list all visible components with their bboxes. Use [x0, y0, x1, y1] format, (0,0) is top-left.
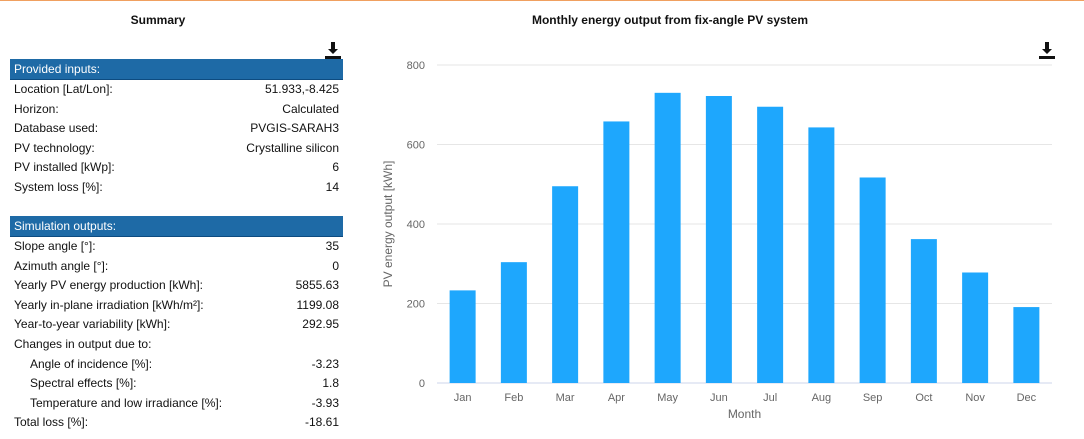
output-row: Yearly in-plane irradiation [kWh/m²]: 119…: [10, 296, 343, 316]
x-tick-label: Mar: [556, 392, 575, 404]
simulation-outputs-header: Simulation outputs:: [10, 216, 343, 237]
output-label: Slope angle [°]:: [14, 239, 96, 253]
y-tick-label: 800: [407, 60, 425, 72]
output-value: -3.23: [311, 356, 339, 371]
output-row: Changes in output due to:: [10, 335, 343, 355]
bar-jan: [449, 290, 476, 383]
output-row: Angle of incidence [%]: -3.23: [10, 355, 343, 375]
input-value: 51.933,-8.425: [264, 82, 339, 96]
output-label: Yearly in-plane irradiation [kWh/m²]:: [14, 297, 204, 312]
x-tick-label: Apr: [608, 392, 625, 404]
bar-jun: [705, 96, 732, 383]
input-label: PV technology:: [14, 140, 95, 155]
input-value: Crystalline silicon: [246, 140, 339, 155]
output-value: 5855.63: [295, 278, 339, 293]
x-tick-label: May: [657, 392, 678, 404]
input-row: Horizon: Calculated: [10, 100, 343, 120]
output-value: 292.95: [302, 317, 339, 332]
bar-mar: [552, 186, 579, 383]
output-row: Spectral effects [%]: 1.8: [10, 374, 343, 394]
simulation-outputs-panel: Simulation outputs: Slope angle [°]: 35 Az…: [10, 216, 343, 433]
x-axis-label: Month: [728, 407, 761, 421]
output-label: Azimuth angle [°]:: [14, 258, 109, 273]
x-tick-label: Sep: [863, 392, 883, 404]
y-tick-label: 400: [407, 219, 425, 231]
bar-aug: [808, 127, 835, 383]
input-label: Location [Lat/Lon]:: [14, 82, 113, 96]
output-label: Temperature and low irradiance [%]:: [30, 395, 223, 410]
monthly-energy-chart: 0 200 400 600 800 Jan Feb Mar Apr May Jun Jul Aug Sep…: [381, 60, 1052, 421]
input-label: System loss [%]:: [14, 179, 103, 194]
x-tick-label: Feb: [504, 392, 523, 404]
output-label: Total loss [%]:: [14, 415, 89, 430]
bar-nov: [962, 272, 989, 383]
provided-inputs-list: Location [Lat/Lon]: 51.933,-8.425 Horizon:…: [10, 80, 343, 198]
bar-sep: [859, 177, 886, 383]
input-label: Database used:: [14, 121, 99, 136]
y-axis-label: PV energy output [kWh]: [381, 161, 395, 288]
bar-apr: [603, 121, 630, 383]
bar-dec: [1013, 307, 1040, 383]
output-row: Year-to-year variability [kWh]: 292.95: [10, 315, 343, 335]
output-value: -18.61: [304, 415, 339, 430]
input-label: Horizon:: [14, 101, 59, 116]
input-value: 6: [332, 160, 339, 175]
provided-inputs-panel: Provided inputs: Location [Lat/Lon]: 51.9…: [10, 59, 343, 198]
x-tick-label: Jan: [454, 392, 472, 404]
chart-title: Monthly energy output from fix-angle PV …: [531, 13, 809, 27]
input-label: PV installed [kWp]:: [14, 160, 115, 175]
output-row: Yearly PV energy production [kWh]: 5855.6…: [10, 276, 343, 296]
bar-may: [654, 92, 681, 383]
output-value: 0: [332, 258, 339, 273]
y-tick-label: 600: [407, 140, 425, 152]
download-icon[interactable]: [324, 41, 342, 59]
output-value: 1.8: [322, 376, 339, 391]
bar-jul: [757, 106, 784, 384]
input-row: Location [Lat/Lon]: 51.933,-8.425: [10, 80, 343, 100]
input-row: System loss [%]: 14: [10, 178, 343, 198]
summary-title: Summary: [130, 13, 186, 27]
input-row: PV installed [kWp]: 6: [10, 158, 343, 178]
input-value: 14: [325, 179, 339, 194]
x-tick-label: Oct: [915, 392, 932, 404]
output-value: 1199.08: [296, 297, 340, 312]
bar-oct: [910, 239, 937, 383]
y-tick-label: 200: [407, 299, 425, 311]
x-tick-label: Dec: [1017, 392, 1037, 404]
output-value: -3.93: [311, 395, 339, 410]
simulation-outputs-list: Slope angle [°]: 35 Azimuth angle [°]: 0 Yea…: [10, 237, 343, 433]
output-row: Slope angle [°]: 35: [10, 237, 343, 257]
input-value: PVGIS-SARAH3: [250, 121, 339, 136]
output-row: Azimuth angle [°]: 0: [10, 257, 343, 277]
provided-inputs-header: Provided inputs:: [10, 59, 343, 80]
input-value: Calculated: [282, 101, 339, 116]
input-row: Database used: PVGIS-SARAH3: [10, 119, 343, 139]
bar-feb: [500, 262, 527, 383]
output-label: Changes in output due to:: [14, 336, 152, 351]
y-tick-label: 0: [419, 378, 425, 390]
x-tick-label: Aug: [812, 392, 832, 404]
output-row: Total loss [%]: -18.61: [10, 413, 343, 433]
output-label: Spectral effects [%]:: [30, 376, 137, 391]
output-label: Yearly PV energy production [kWh]:: [14, 278, 203, 293]
chart-download-icon[interactable]: [1038, 41, 1056, 59]
x-tick-label: Jul: [763, 392, 777, 404]
output-label: Year-to-year variability [kWh]:: [14, 317, 171, 332]
output-value: 35: [325, 239, 339, 253]
x-tick-label: Jun: [710, 392, 728, 404]
output-row: Temperature and low irradiance [%]: -3.93: [10, 394, 343, 414]
output-label: Angle of incidence [%]:: [30, 356, 153, 371]
input-row: PV technology: Crystalline silicon: [10, 139, 343, 159]
x-tick-label: Nov: [965, 392, 985, 404]
